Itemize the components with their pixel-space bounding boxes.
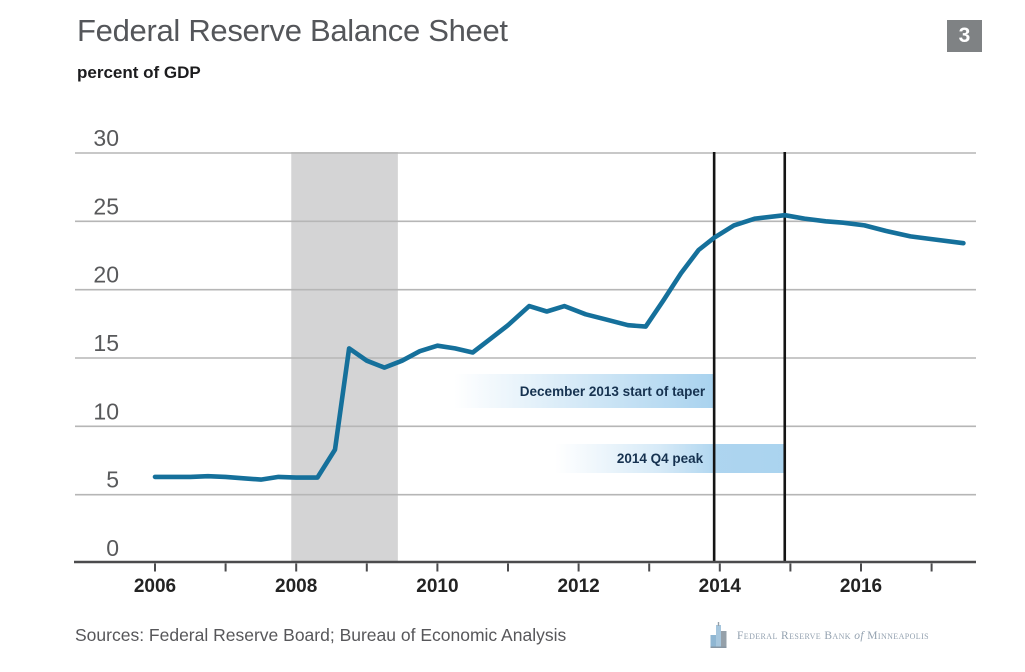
logo-city-name: Minneapolis: [867, 630, 930, 642]
y-axis-label: 5: [106, 467, 119, 493]
balance-sheet-data-line: [152, 212, 966, 482]
y-axis-unit-label: percent of GDP: [77, 63, 201, 82]
x-axis-label: 2008: [275, 576, 317, 597]
sources-note: Sources: Federal Reserve Board; Bureau o…: [75, 625, 567, 645]
minneapolis-fed-logo-icon: [710, 622, 727, 648]
y-axis-label: 30: [93, 125, 119, 151]
y-axis-label: 0: [106, 535, 119, 561]
x-axis-label: 2014: [699, 576, 742, 597]
x-axis-label: 2010: [416, 576, 458, 597]
page-title: Federal Reserve Balance Sheet: [77, 13, 508, 48]
y-axis-label: 25: [93, 193, 119, 219]
taper-annotation-band: [454, 374, 715, 408]
minneapolis-fed-logo: Federal Reserve Bank of Minneapolis: [708, 619, 929, 653]
x-axis-label: 2006: [134, 576, 176, 597]
x-axis-label: 2012: [557, 576, 599, 597]
x-axis-label: 2016: [840, 576, 882, 597]
y-axis-label: 15: [93, 330, 119, 356]
taper-annotation-label: December 2013 start of taper: [520, 384, 706, 399]
slide-number-badge: 3: [947, 20, 982, 52]
y-axis-label: 20: [93, 262, 119, 288]
peak-annotation-label: 2014 Q4 peak: [617, 451, 704, 466]
logo-of: of: [854, 630, 864, 642]
logo-bank-name: Federal Reserve Bank: [737, 630, 851, 642]
y-axis-label: 10: [93, 398, 119, 424]
logo-text: Federal Reserve Bank of Minneapolis: [737, 630, 929, 642]
peak-annotation-band: [555, 444, 785, 473]
